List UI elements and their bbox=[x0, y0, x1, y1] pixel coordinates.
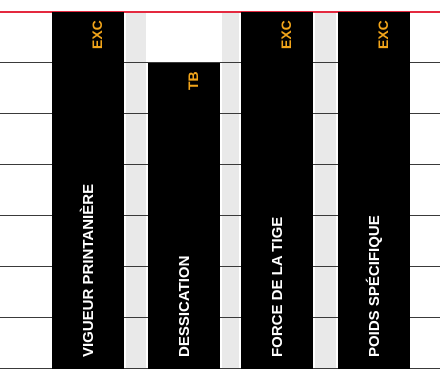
bar-label: DESSICATION bbox=[176, 255, 193, 357]
grade-label: TB bbox=[185, 71, 201, 90]
background-band bbox=[222, 12, 239, 369]
background-band bbox=[315, 12, 336, 369]
grid-line bbox=[0, 113, 440, 114]
background-band bbox=[126, 12, 146, 369]
bar-label: POIDS SPÉCIFIQUE bbox=[366, 215, 383, 357]
bar bbox=[148, 63, 220, 369]
bar bbox=[241, 12, 313, 369]
grid-line bbox=[0, 266, 440, 267]
top-rule bbox=[0, 11, 440, 13]
grade-label: EXC bbox=[89, 20, 105, 49]
grid-line bbox=[0, 317, 440, 318]
bar bbox=[338, 12, 410, 369]
grid-line bbox=[0, 215, 440, 216]
bar-label: VIGUEUR PRINTANIÈRE bbox=[80, 183, 97, 357]
bar-label: FORCE DE LA TIGE bbox=[269, 216, 286, 357]
grade-label: EXC bbox=[375, 20, 391, 49]
grid-line bbox=[0, 62, 440, 63]
grid-line bbox=[0, 164, 440, 165]
bar bbox=[52, 12, 124, 369]
grade-label: EXC bbox=[278, 20, 294, 49]
grid-line bbox=[0, 368, 440, 369]
